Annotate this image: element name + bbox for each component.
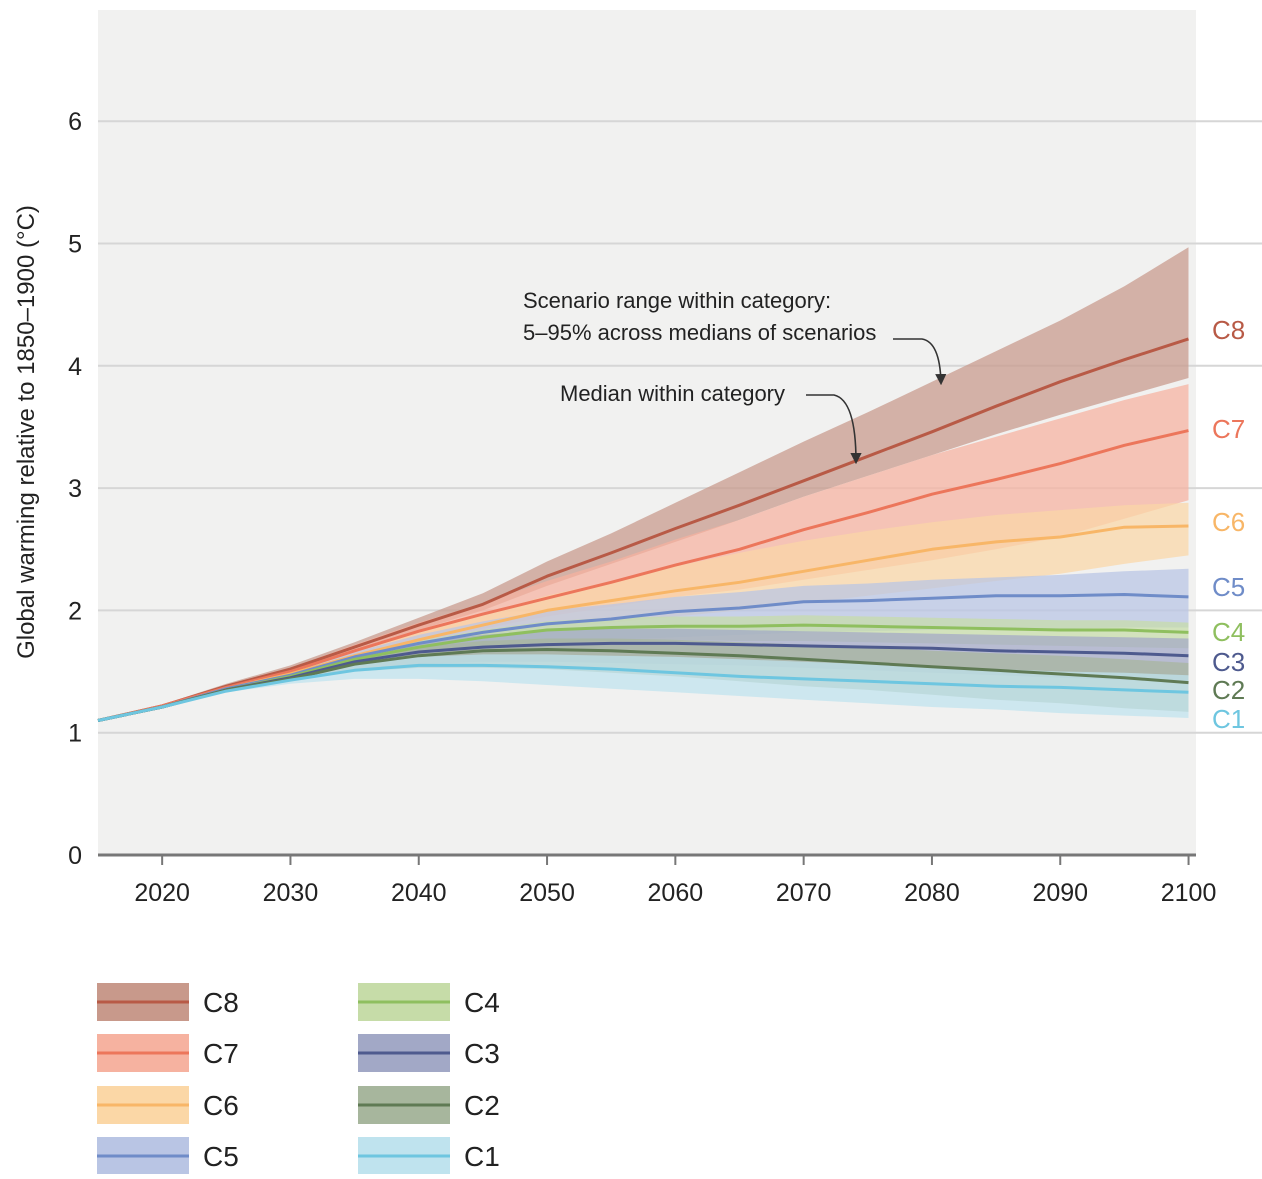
end-label-c3: C3	[1212, 647, 1245, 677]
x-tick-label-2060: 2060	[648, 879, 704, 907]
annotation-median-text: Median within category	[560, 381, 785, 406]
y-tick-label-2: 2	[68, 597, 82, 625]
legend-label-c8: C8	[203, 987, 239, 1018]
legend-label-c7: C7	[203, 1038, 239, 1069]
x-tick-label-2100: 2100	[1161, 879, 1217, 907]
scenario-ranges	[98, 247, 1189, 721]
axes: 0 1 2 3 4 5 6 2020 2030 2040 2050 2060 2070 2080 2090 2…	[68, 108, 1216, 907]
end-label-c1: C1	[1212, 704, 1245, 734]
y-tick-label-0: 0	[68, 842, 82, 870]
legend-label-c5: C5	[203, 1141, 239, 1172]
annotation-range-arrow	[893, 338, 947, 386]
x-tick-label-2090: 2090	[1032, 879, 1088, 907]
legend-item-c7: C7	[97, 1034, 239, 1072]
median-line-c7	[97, 429, 1189, 722]
end-label-c8: C8	[1212, 315, 1245, 345]
legend-item-c3: C3	[358, 1034, 500, 1072]
legend-label-c3: C3	[464, 1038, 500, 1069]
x-tick-label-2080: 2080	[904, 879, 960, 907]
end-label-c6: C6	[1212, 507, 1245, 537]
legend-label-c1: C1	[464, 1141, 500, 1172]
y-tick-label-1: 1	[68, 720, 82, 748]
end-label-c5: C5	[1212, 572, 1245, 602]
median-line-c1	[97, 663, 1189, 722]
annotation-range-text-1: Scenario range within category:	[523, 288, 831, 313]
y-tick-label-4: 4	[68, 353, 82, 381]
end-label-c4: C4	[1212, 617, 1245, 647]
annotation-range-text-2: 5–95% across medians of scenarios	[523, 320, 876, 345]
annotations: Scenario range within category: 5–95% acr…	[523, 288, 947, 465]
y-tick-label-6: 6	[68, 108, 82, 136]
range-band-c5	[98, 568, 1189, 721]
legend: C8 C7 C6 C5 C4 C3 C2 C1	[97, 983, 500, 1175]
legend-item-c1: C1	[358, 1137, 500, 1175]
end-label-c7: C7	[1212, 414, 1245, 444]
legend-item-c5: C5	[97, 1137, 239, 1175]
legend-item-c6: C6	[97, 1086, 239, 1124]
y-tick-label-5: 5	[68, 231, 82, 259]
legend-item-c2: C2	[358, 1086, 500, 1124]
x-tick-label-2020: 2020	[134, 879, 190, 907]
x-tick-label-2030: 2030	[263, 879, 319, 907]
median-line-c8	[97, 337, 1189, 722]
scenario-medians	[97, 337, 1189, 722]
annotation-median-arrow	[806, 394, 862, 465]
x-tick-label-2050: 2050	[519, 879, 575, 907]
legend-item-c8: C8	[97, 983, 239, 1021]
range-band-c1	[98, 654, 1189, 721]
x-tick-label-2040: 2040	[391, 879, 447, 907]
x-tick-label-2070: 2070	[776, 879, 832, 907]
legend-label-c6: C6	[203, 1090, 239, 1121]
legend-item-c4: C4	[358, 983, 500, 1021]
legend-label-c2: C2	[464, 1090, 500, 1121]
y-axis-title: Global warming relative to 1850–1900 (°C…	[13, 205, 40, 659]
end-label-c2: C2	[1212, 675, 1245, 705]
y-tick-label-3: 3	[68, 475, 82, 503]
legend-label-c4: C4	[464, 987, 500, 1018]
range-band-c7	[98, 384, 1189, 721]
